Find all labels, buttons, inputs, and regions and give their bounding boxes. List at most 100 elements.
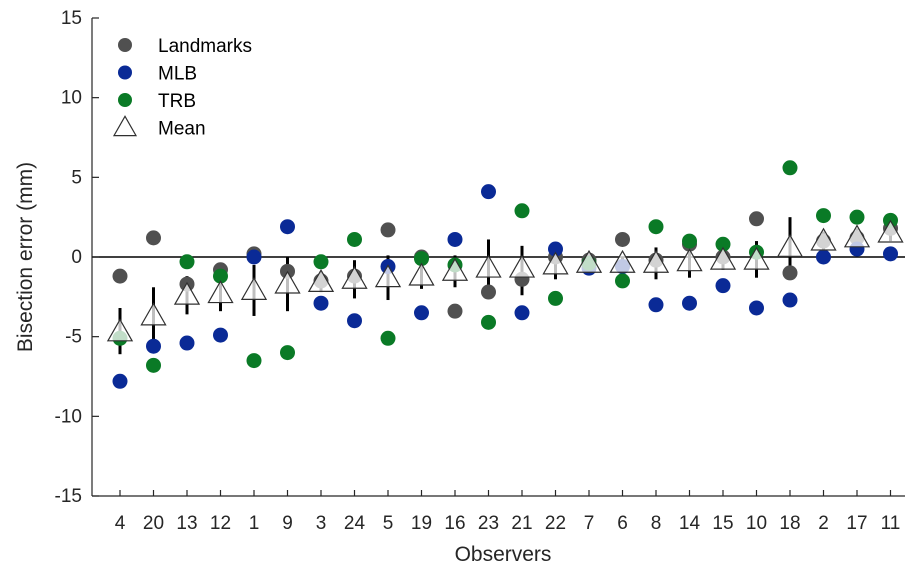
legend-label-mlb: MLB	[158, 64, 197, 85]
y-axis-title: Bisection error (mm)	[14, 162, 37, 352]
data-points	[106, 160, 904, 389]
x-tick-label: 5	[383, 513, 394, 534]
x-tick-label: 12	[210, 513, 231, 534]
trb-point	[816, 208, 831, 224]
trb-point	[514, 203, 530, 219]
landmarks-point	[112, 268, 128, 284]
landmarks-point	[782, 265, 798, 281]
x-tick-label: 13	[176, 513, 197, 534]
x-tick-label: 18	[779, 513, 800, 534]
trb-point	[280, 345, 295, 361]
x-tick-label: 23	[478, 513, 499, 534]
x-tick-label: 7	[584, 513, 595, 534]
legend-label-mean: Mean	[158, 119, 206, 140]
legend-label-landmarks: Landmarks	[158, 36, 252, 57]
y-tick-label: -5	[65, 327, 82, 348]
legend: Landmarks MLB TRB Mean	[112, 36, 252, 140]
mean-point	[676, 248, 703, 272]
mean-point	[207, 280, 234, 304]
y-tick-label: 10	[61, 88, 82, 109]
error-bars	[118, 217, 892, 355]
x-axis-title: Observers	[455, 543, 552, 566]
mean-point	[240, 276, 268, 300]
trb-point	[146, 357, 161, 373]
mean-point	[743, 246, 770, 270]
mlb-point	[481, 184, 496, 200]
trb-point	[782, 160, 798, 176]
trb-point	[548, 290, 563, 306]
mean-point	[609, 249, 636, 273]
y-axis-ticks: -15 -10 -5 0 5 10 15	[55, 8, 99, 507]
x-tick-label: 9	[282, 513, 293, 534]
landmarks-point	[380, 222, 396, 238]
y-tick-label: 0	[71, 247, 82, 268]
mlb-point	[548, 241, 563, 257]
x-tick-label: 4	[115, 513, 126, 534]
mean-point	[542, 251, 569, 275]
landmarks-point	[481, 284, 496, 300]
x-tick-label: 2	[818, 513, 829, 534]
mlb-point	[246, 249, 262, 265]
landmarks-point	[146, 230, 161, 246]
x-tick-label: 19	[411, 513, 432, 534]
x-tick-label: 17	[846, 513, 867, 534]
trb-point	[682, 233, 697, 249]
mean-point	[575, 249, 603, 273]
mean-point	[140, 302, 167, 326]
x-tick-label: 3	[316, 513, 327, 534]
mlb-point	[313, 295, 329, 311]
trb-point	[380, 330, 396, 346]
x-tick-label: 10	[746, 513, 767, 534]
mean-point	[843, 224, 871, 248]
legend-marker-trb	[118, 93, 132, 107]
mean-point	[408, 262, 435, 286]
trb-point	[414, 251, 429, 267]
y-tick-label: 15	[61, 8, 82, 29]
mean-point	[274, 270, 301, 294]
mlb-point	[414, 305, 429, 321]
x-tick-label: 15	[712, 513, 733, 534]
mean-point	[307, 269, 335, 293]
x-tick-label: 22	[545, 513, 566, 534]
trb-point	[481, 314, 496, 330]
y-tick-label: -10	[55, 406, 82, 427]
mlb-point	[112, 373, 128, 389]
mean-point	[173, 281, 201, 305]
landmarks-point	[615, 231, 630, 247]
trb-point	[246, 353, 262, 369]
mlb-point	[179, 335, 195, 351]
mean-point	[475, 254, 502, 278]
mean-point	[877, 219, 904, 243]
legend-marker-landmarks	[118, 38, 132, 52]
landmarks-point	[749, 211, 764, 227]
x-tick-label: 16	[444, 513, 465, 534]
mean-point	[508, 254, 536, 278]
trb-point	[313, 254, 329, 270]
x-tick-label: 21	[511, 513, 532, 534]
mean-point	[374, 264, 402, 288]
y-tick-label: -15	[55, 486, 82, 507]
x-tick-label: 11	[881, 513, 901, 534]
trb-point	[213, 268, 228, 284]
x-axis-ticks: 4 20 13 12 1 9 3 24 5 19 16 23 21 22 7 6 8 14 15 10 18 2 17 11	[115, 490, 901, 534]
mean-point	[810, 227, 837, 251]
y-tick-label: 5	[71, 167, 82, 188]
x-tick-label: 20	[143, 513, 164, 534]
trb-point	[715, 236, 731, 252]
trb-point	[615, 273, 630, 289]
landmarks-point	[447, 303, 463, 319]
mlb-point	[715, 278, 731, 294]
trb-point	[849, 209, 865, 225]
mlb-point	[883, 246, 898, 262]
mlb-point	[782, 292, 798, 308]
mlb-point	[213, 327, 228, 343]
mlb-point	[146, 338, 161, 354]
mlb-point	[816, 249, 831, 265]
mean-point	[441, 257, 469, 281]
trb-point	[347, 231, 362, 247]
mean-point	[341, 265, 368, 289]
mean-point	[776, 233, 804, 257]
mlb-point	[749, 300, 764, 316]
x-tick-label: 14	[679, 513, 701, 534]
